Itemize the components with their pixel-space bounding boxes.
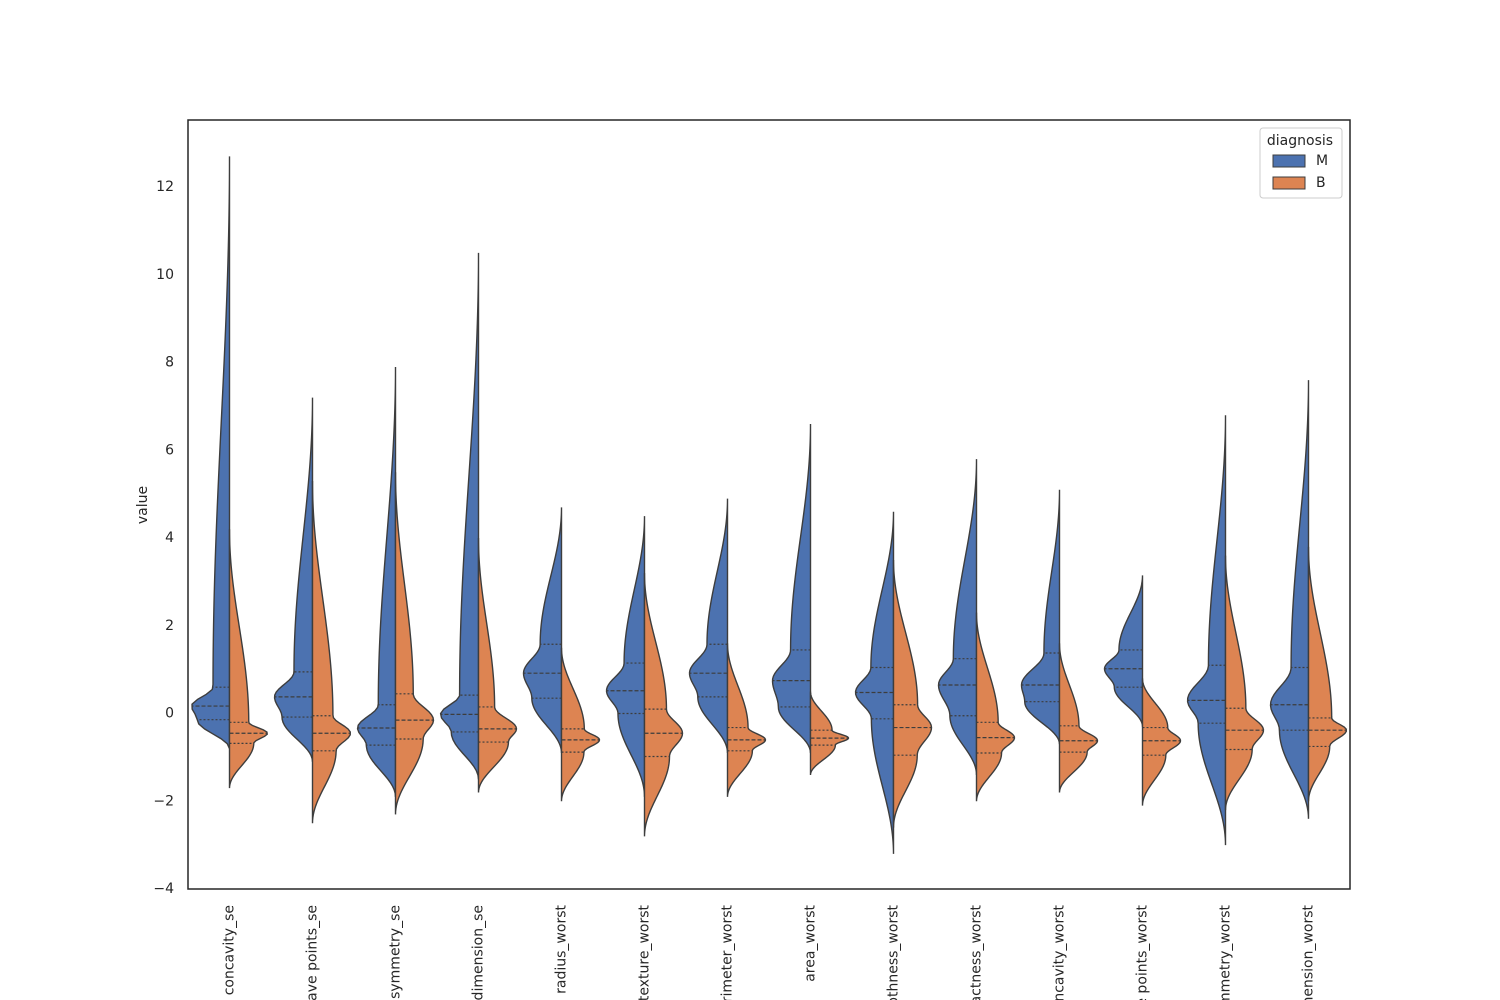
violin-half bbox=[771, 424, 812, 754]
violin-half bbox=[1020, 489, 1061, 745]
x-tick-label: symmetry_se bbox=[388, 905, 404, 999]
x-tick-label: concavity_se bbox=[222, 905, 238, 995]
violin-half bbox=[191, 156, 231, 749]
violin-half bbox=[892, 559, 933, 828]
violin-half bbox=[356, 366, 397, 797]
violin-half bbox=[809, 691, 850, 775]
legend-swatch bbox=[1272, 176, 1306, 190]
legend-label: M bbox=[1316, 153, 1328, 169]
violin-half bbox=[726, 643, 767, 797]
x-tick-label: concavity_worst bbox=[1052, 904, 1068, 1000]
legend-title: diagnosis bbox=[1267, 133, 1333, 149]
violin-half bbox=[937, 459, 978, 775]
x-tick-label: radius_worst bbox=[554, 905, 570, 994]
x-tick-label: fractal_dimension_se bbox=[471, 905, 487, 1000]
y-tick-label: 0 bbox=[165, 706, 174, 722]
violin-half bbox=[1141, 678, 1182, 806]
violin-half bbox=[975, 612, 1016, 802]
violin-half bbox=[522, 507, 563, 754]
violin-half bbox=[1103, 575, 1144, 727]
legend-swatch bbox=[1272, 154, 1306, 168]
x-tick-label: compactness_worst bbox=[969, 904, 985, 1000]
y-tick-label: 8 bbox=[165, 355, 174, 371]
violin-half bbox=[228, 529, 268, 789]
legend-label: B bbox=[1316, 175, 1326, 191]
violin-half bbox=[1224, 555, 1265, 811]
violin-half bbox=[311, 481, 351, 824]
x-tick-label: symmetry_worst bbox=[1218, 904, 1234, 1000]
violin-half bbox=[273, 397, 314, 762]
x-tick-label: perimeter_worst bbox=[720, 904, 736, 1000]
violin-half bbox=[439, 252, 480, 780]
violin-half bbox=[1269, 380, 1310, 819]
y-tick-label: 12 bbox=[156, 179, 174, 195]
violin-half bbox=[1186, 415, 1227, 846]
y-tick-label: 6 bbox=[165, 442, 174, 458]
violin-half bbox=[1058, 643, 1099, 793]
y-tick-label: 2 bbox=[165, 618, 174, 634]
y-axis-label: value bbox=[135, 486, 151, 524]
x-tick-label: concave points_se bbox=[305, 905, 321, 1000]
violin-half bbox=[643, 573, 684, 837]
x-tick-label: smoothness_worst bbox=[886, 904, 902, 1000]
violin-half bbox=[477, 538, 518, 793]
violin-half bbox=[688, 498, 729, 754]
violin-half bbox=[1307, 546, 1348, 802]
violin-half bbox=[605, 516, 646, 797]
x-tick-label: fractal_dimension_worst bbox=[1301, 904, 1317, 1000]
y-tick-label: −4 bbox=[153, 881, 174, 897]
y-tick-label: 10 bbox=[156, 267, 174, 283]
violin-half bbox=[560, 647, 601, 802]
axes-frame bbox=[187, 119, 1351, 890]
violin-half bbox=[394, 472, 435, 815]
violin-half bbox=[854, 511, 895, 854]
x-tick-label: concave points_worst bbox=[1135, 905, 1151, 1000]
y-tick-label: 4 bbox=[165, 530, 174, 546]
x-tick-label: texture_worst bbox=[637, 904, 653, 1000]
y-tick-label: −2 bbox=[153, 793, 174, 809]
x-tick-label: area_worst bbox=[803, 904, 819, 981]
